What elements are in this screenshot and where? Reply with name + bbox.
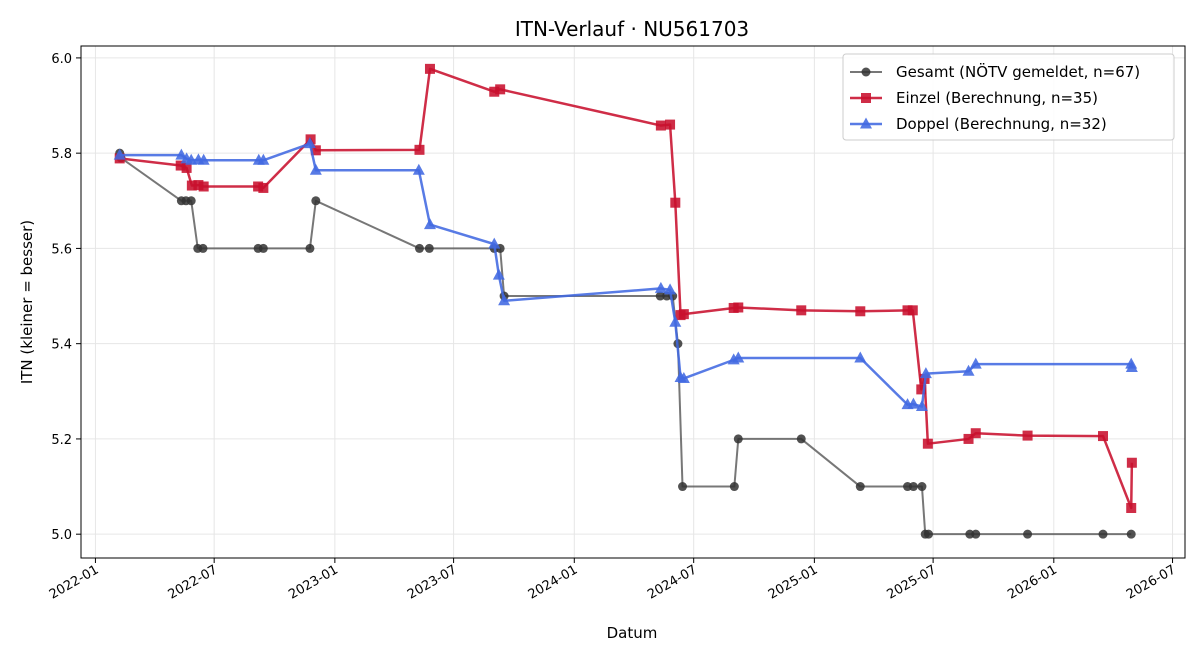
legend-swatch-marker [861,93,871,103]
data-point [1098,529,1108,539]
data-point [488,237,501,249]
data-point [796,305,807,316]
legend-swatch-marker [860,117,872,129]
data-point [193,180,204,191]
data-point [198,243,208,253]
data-point [181,162,192,173]
series-triangle [113,137,1138,412]
legend-entry: Gesamt (NÖTV gemeldet, n=67) [850,62,1140,81]
data-point [971,529,981,539]
data-point [498,294,511,306]
data-point [1126,529,1136,539]
data-point [733,434,743,444]
data-point [855,306,866,317]
data-point [492,268,505,280]
data-point [1022,430,1033,441]
data-point [424,63,435,74]
y-axis-label: ITN (kleiner = besser) [18,220,36,384]
data-point [423,218,436,230]
data-point [669,315,682,327]
data-point [678,482,688,492]
x-axis-label: Datum [607,624,658,642]
legend-label: Doppel (Berechnung, n=32) [896,115,1107,133]
data-point [412,163,425,175]
data-point [414,144,425,155]
data-point [258,182,269,193]
data-point [310,145,321,156]
legend-entry: Doppel (Berechnung, n=32) [850,115,1107,133]
data-point [654,281,667,293]
data-point [489,86,500,97]
data-point [907,397,920,409]
data-point [677,371,690,383]
y-tick-label: 5.6 [51,242,72,257]
data-point [257,153,270,165]
data-point [258,243,268,253]
data-point [962,364,975,376]
data-point [303,137,316,149]
legend-label: Einzel (Berechnung, n=35) [896,89,1098,107]
series-layer [113,63,1138,539]
data-point [1125,360,1138,372]
data-point [908,482,918,492]
y-tick-label: 5.2 [51,433,72,448]
data-point [1126,457,1137,468]
data-point [907,305,918,316]
data-point [670,197,681,208]
data-point [655,120,666,131]
data-point [414,243,424,253]
data-point [1126,502,1137,513]
data-point [796,434,806,444]
data-point [919,367,932,379]
y-tick-label: 5.0 [51,528,72,543]
legend-swatch-marker [861,67,871,77]
data-point [253,181,264,192]
data-point [665,119,676,130]
legend-label: Gesamt (NÖTV gemeldet, n=67) [896,62,1140,81]
data-point [1023,529,1033,539]
data-point [915,400,928,412]
data-point [495,84,506,95]
data-point [924,529,934,539]
plot-frame [80,45,1186,559]
data-point [963,433,974,444]
data-point [424,243,434,253]
data-point [916,384,927,395]
data-point [922,438,933,449]
data-point [309,163,322,175]
data-point [175,160,186,171]
data-point [855,482,865,492]
data-point [678,309,689,320]
series-line [119,67,1134,510]
y-tick-label: 5.4 [51,338,72,353]
chart-title: ITN-Verlauf · NU561703 [515,17,749,41]
data-point [902,305,913,316]
data-point [186,180,197,191]
data-point [113,148,126,160]
data-point [969,357,982,369]
data-point [311,196,321,206]
data-point [1098,431,1109,442]
legend-entry: Einzel (Berechnung, n=35) [850,89,1098,107]
legend-box [842,53,1175,141]
legend: Gesamt (NÖTV gemeldet, n=67) Einzel (Bere… [842,53,1175,141]
data-point [664,283,677,295]
data-point [198,181,209,192]
data-point [305,243,315,253]
y-tick-label: 6.0 [51,52,72,67]
data-point [655,291,665,301]
data-point [970,428,981,439]
data-point [197,153,210,165]
data-point [732,351,745,363]
data-point [733,302,744,313]
data-point [917,482,927,492]
data-point [186,196,196,206]
y-tick-label: 5.8 [51,147,72,162]
data-point [854,351,867,363]
data-point [729,482,739,492]
